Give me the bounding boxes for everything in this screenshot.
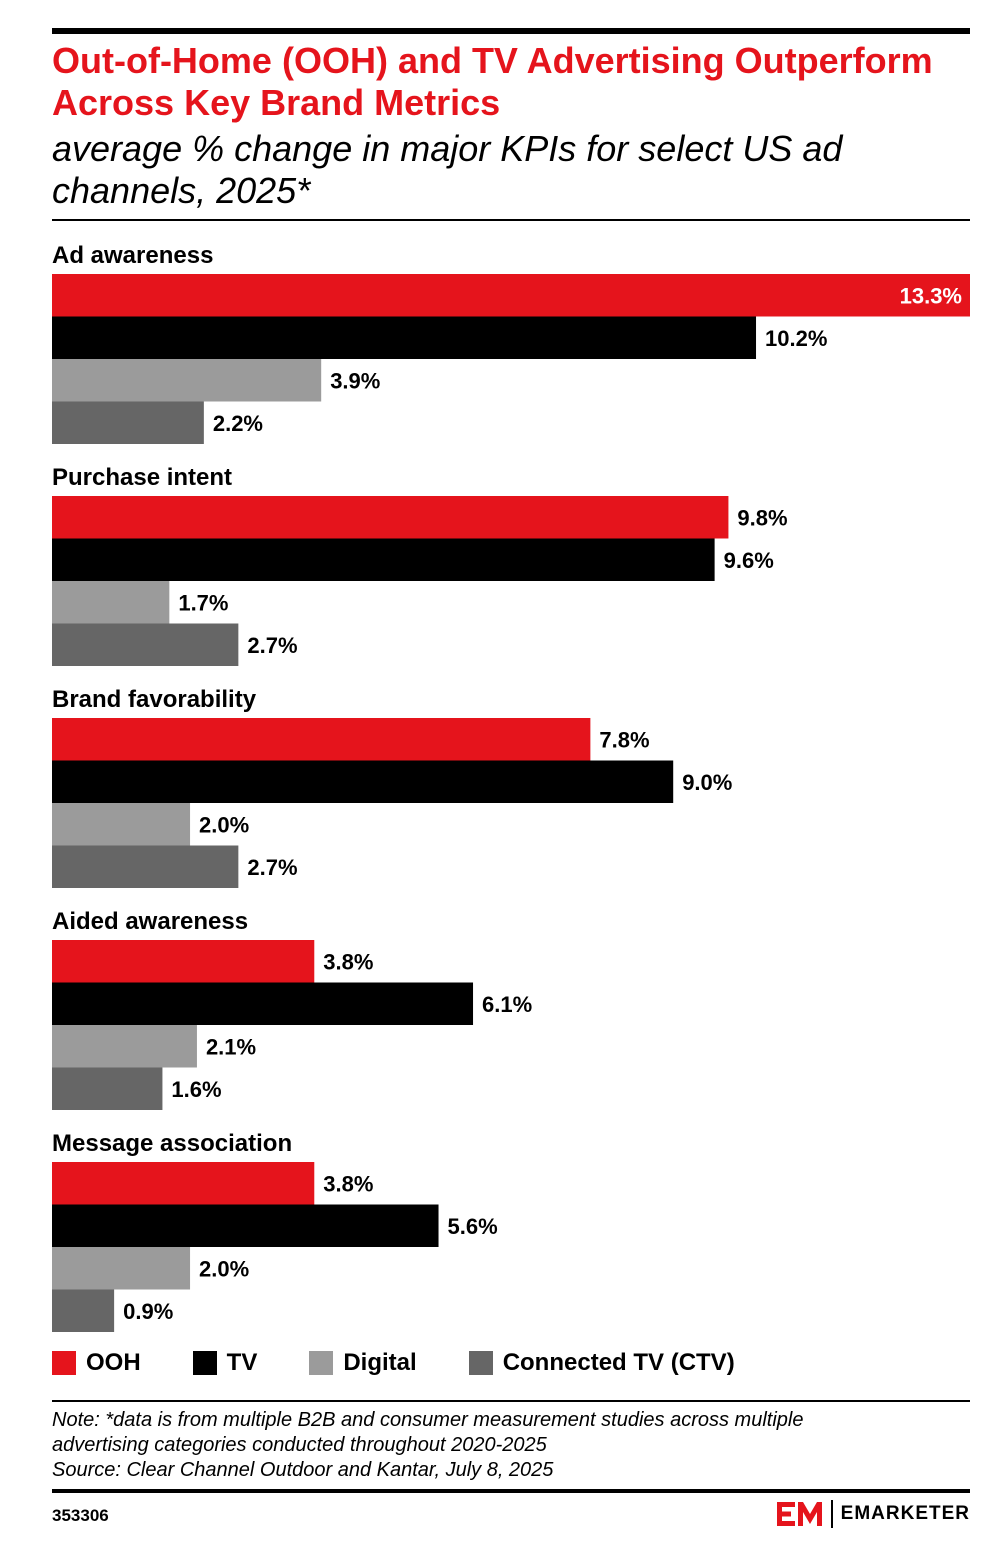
source-line: Source: Clear Channel Outdoor and Kantar… [52, 1459, 554, 1481]
footnote: Note: *data is from multiple B2B and con… [52, 1408, 970, 1483]
legend-label-ctv: Connected TV (CTV) [502, 1349, 735, 1376]
legend-label-ooh: OOH [86, 1349, 141, 1376]
legend-swatch-tv [192, 1351, 217, 1375]
data-label-connected-tv-ctv-message-association: 0.9% [123, 1299, 173, 1324]
data-label-ooh-purchase-intent: 9.8% [737, 505, 787, 530]
legend-item-digital: Digital [309, 1349, 417, 1377]
bar-ooh-message-association [52, 1162, 315, 1205]
bar-connected-tv-ctv-aided-awareness [52, 1067, 163, 1110]
category-label-aided-awareness: Aided awareness [52, 908, 248, 935]
data-label-tv-message-association: 5.6% [448, 1214, 498, 1239]
data-label-digital-purchase-intent: 1.7% [178, 590, 228, 615]
category-label-purchase-intent: Purchase intent [52, 464, 232, 491]
legend-item-ctv: Connected TV (CTV) [468, 1349, 735, 1377]
top-rule [52, 28, 970, 34]
data-label-digital-brand-favorability: 2.0% [199, 812, 249, 837]
bar-digital-purchase-intent [52, 581, 170, 624]
brand-name: EMARKETER [840, 1503, 970, 1524]
data-label-ooh-aided-awareness: 3.8% [323, 949, 373, 974]
data-label-tv-purchase-intent: 9.6% [724, 548, 774, 573]
bar-digital-aided-awareness [52, 1025, 197, 1068]
bar-ooh-brand-favorability [52, 718, 591, 761]
legend-swatch-ctv [468, 1351, 493, 1375]
note-line-1: Note: *data is from multiple B2B and con… [52, 1409, 804, 1431]
brand-divider [830, 1500, 833, 1528]
emarketer-logo-icon [776, 1502, 822, 1526]
data-label-connected-tv-ctv-aided-awareness: 1.6% [171, 1077, 221, 1102]
data-label-tv-brand-favorability: 9.0% [682, 770, 732, 795]
legend-item-tv: TV [192, 1349, 258, 1377]
brand-mark: EMARKETER [776, 1500, 970, 1528]
bottom-rule [52, 1489, 970, 1493]
bar-ooh-aided-awareness [52, 940, 315, 983]
data-label-tv-ad-awareness: 10.2% [765, 326, 827, 351]
data-label-digital-aided-awareness: 2.1% [206, 1034, 256, 1059]
category-label-ad-awareness: Ad awareness [52, 242, 213, 269]
bar-tv-message-association [52, 1204, 439, 1247]
data-label-ooh-message-association: 3.8% [323, 1171, 373, 1196]
chart-title: Out-of-Home (OOH) and TV Advertising Out… [52, 40, 933, 123]
bar-ooh-ad-awareness [52, 274, 970, 317]
bar-connected-tv-ctv-brand-favorability [52, 845, 239, 888]
header-divider [52, 219, 970, 221]
data-label-tv-aided-awareness: 6.1% [482, 992, 532, 1017]
bar-connected-tv-ctv-message-association [52, 1289, 115, 1332]
category-label-message-association: Message association [52, 1130, 292, 1157]
note-line-2: advertising categories conducted through… [52, 1434, 547, 1456]
legend: OOH TV Digital Connected TV (CTV) [52, 1346, 787, 1380]
bar-connected-tv-ctv-purchase-intent [52, 623, 239, 666]
legend-swatch-digital [309, 1351, 334, 1375]
legend-label-tv: TV [226, 1349, 258, 1376]
data-label-digital-message-association: 2.0% [199, 1256, 249, 1281]
data-label-ooh-ad-awareness: 13.3% [900, 283, 962, 308]
legend-item-ooh: OOH [52, 1349, 141, 1377]
bar-tv-aided-awareness [52, 982, 474, 1025]
chart-id: 353306 [52, 1506, 109, 1525]
data-label-connected-tv-ctv-ad-awareness: 2.2% [213, 411, 263, 436]
bar-digital-ad-awareness [52, 359, 322, 402]
data-label-connected-tv-ctv-brand-favorability: 2.7% [247, 855, 297, 880]
chart-subtitle: average % change in major KPIs for selec… [52, 128, 843, 211]
bar-tv-brand-favorability [52, 760, 674, 803]
legend-label-digital: Digital [343, 1349, 417, 1376]
bar-tv-ad-awareness [52, 316, 757, 359]
data-label-ooh-brand-favorability: 7.8% [599, 727, 649, 752]
bar-ooh-purchase-intent [52, 496, 729, 539]
data-label-connected-tv-ctv-purchase-intent: 2.7% [247, 633, 297, 658]
bar-tv-purchase-intent [52, 538, 715, 581]
legend-swatch-ooh [52, 1351, 76, 1375]
bar-digital-brand-favorability [52, 803, 191, 846]
category-label-brand-favorability: Brand favorability [52, 686, 257, 713]
bar-digital-message-association [52, 1247, 191, 1290]
data-label-digital-ad-awareness: 3.9% [330, 368, 380, 393]
bar-connected-tv-ctv-ad-awareness [52, 401, 204, 444]
footer-divider [52, 1400, 970, 1402]
